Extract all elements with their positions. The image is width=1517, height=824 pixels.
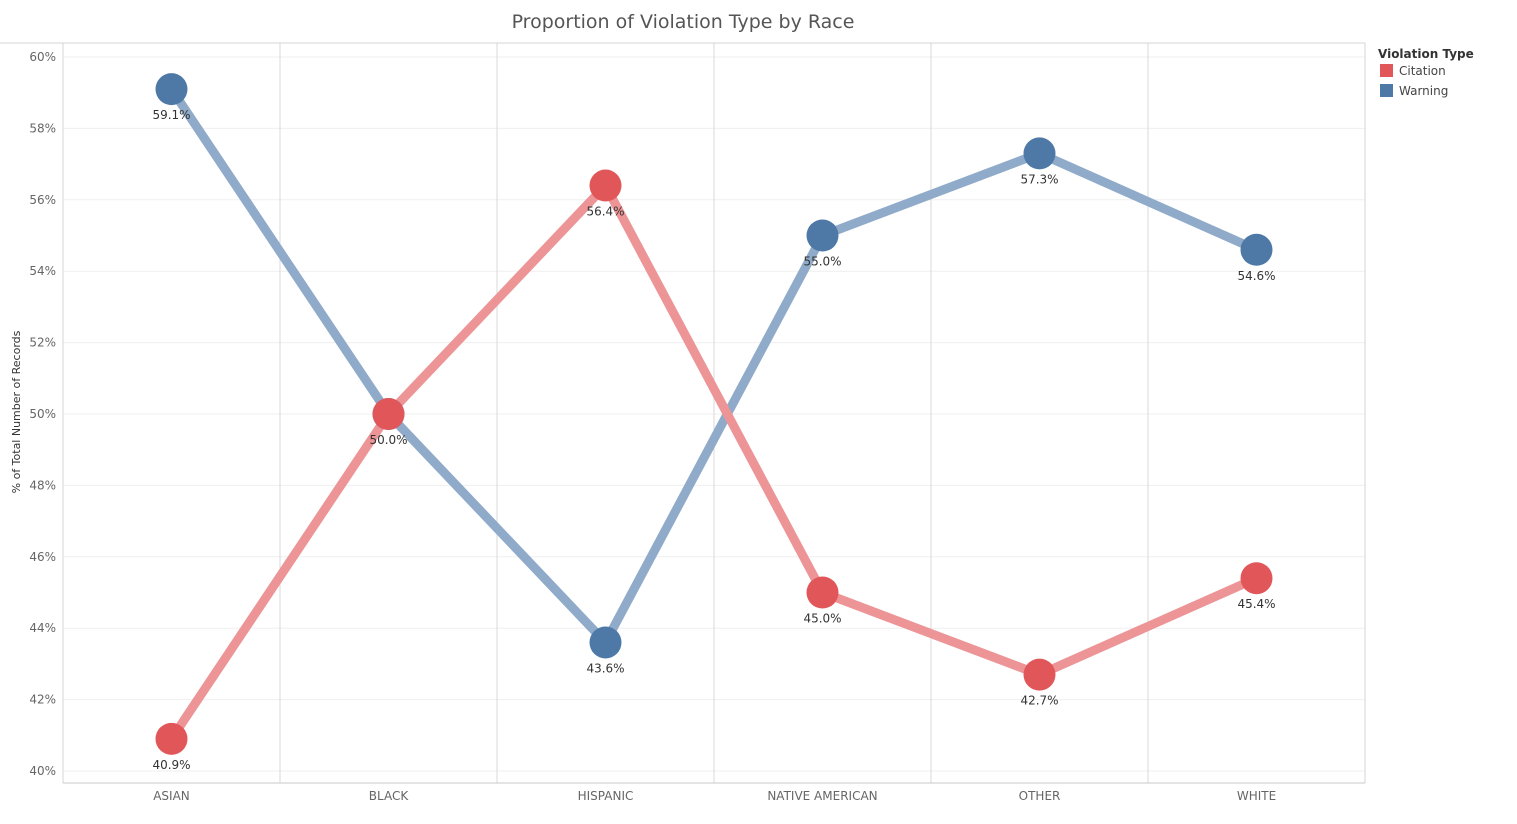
data-label: 59.1% <box>152 108 190 122</box>
y-tick-label: 54% <box>29 264 56 278</box>
legend-title: Violation Type <box>1378 47 1474 61</box>
data-label: 45.4% <box>1237 597 1275 611</box>
data-point-citation[interactable] <box>372 398 405 430</box>
series-line-citation <box>167 181 1261 744</box>
y-tick-label: 46% <box>29 550 56 564</box>
x-tick-label: OTHER <box>1019 789 1061 803</box>
data-label: 54.6% <box>1237 269 1275 283</box>
legend-label-warning[interactable]: Warning <box>1399 84 1448 98</box>
data-label: 40.9% <box>152 758 190 772</box>
y-tick-label: 48% <box>29 478 56 492</box>
legend-entries: Citation Warning <box>1380 64 1448 98</box>
y-tick-label: 56% <box>29 193 56 207</box>
data-label: 55.0% <box>803 255 841 269</box>
legend: Violation Type Citation Warning <box>1378 47 1474 98</box>
legend-label-citation[interactable]: Citation <box>1399 64 1446 78</box>
grid-layer <box>63 43 1365 783</box>
y-tick-label: 40% <box>29 764 56 778</box>
x-tick-label: NATIVE AMERICAN <box>767 789 877 803</box>
y-tick-label: 44% <box>29 621 56 635</box>
legend-swatch-citation <box>1380 64 1393 77</box>
data-labels-layer: 59.1% 40.9% 50.0% 56.4% 43.6% 55.0% 45.0% 57.3%… <box>152 108 1275 772</box>
data-point-warning[interactable] <box>1023 137 1056 170</box>
data-label: 57.3% <box>1020 172 1058 186</box>
x-tick-label: HISPANIC <box>578 789 634 803</box>
y-tick-label: 52% <box>29 336 56 350</box>
data-point-warning[interactable] <box>1240 233 1273 266</box>
data-label: 42.7% <box>1020 694 1058 708</box>
data-point-warning[interactable] <box>806 219 839 252</box>
legend-swatch-warning <box>1380 84 1393 97</box>
data-point-warning[interactable] <box>155 73 188 106</box>
y-tick-label: 60% <box>29 50 56 64</box>
x-tick-label: BLACK <box>369 789 410 803</box>
data-point-citation[interactable] <box>806 576 839 609</box>
y-tick-label: 42% <box>29 693 56 707</box>
series-line-warning <box>167 84 1261 647</box>
data-label: 56.4% <box>586 205 624 219</box>
data-point-citation[interactable] <box>589 169 622 202</box>
data-point-warning[interactable] <box>589 626 622 659</box>
chart-title: Proportion of Violation Type by Race <box>512 11 855 33</box>
y-tick-label: 58% <box>29 121 56 135</box>
y-tick-label: 50% <box>29 407 56 421</box>
points-layer <box>155 73 1273 755</box>
x-tick-label: ASIAN <box>153 789 190 803</box>
x-tick-label: WHITE <box>1237 789 1276 803</box>
lines-layer <box>167 84 1261 744</box>
data-label: 50.0% <box>369 433 407 447</box>
axis-layer: 40% 42% 44% 46% 48% 50% 52% 54% 56% 58% 60% ASIAN BL… <box>0 42 1366 803</box>
data-point-citation[interactable] <box>1240 562 1273 595</box>
data-label: 43.6% <box>586 661 624 675</box>
y-axis-label: % of Total Number of Records <box>10 330 23 493</box>
data-label: 45.0% <box>803 612 841 626</box>
data-point-citation[interactable] <box>1023 658 1056 691</box>
data-point-citation[interactable] <box>155 722 188 755</box>
